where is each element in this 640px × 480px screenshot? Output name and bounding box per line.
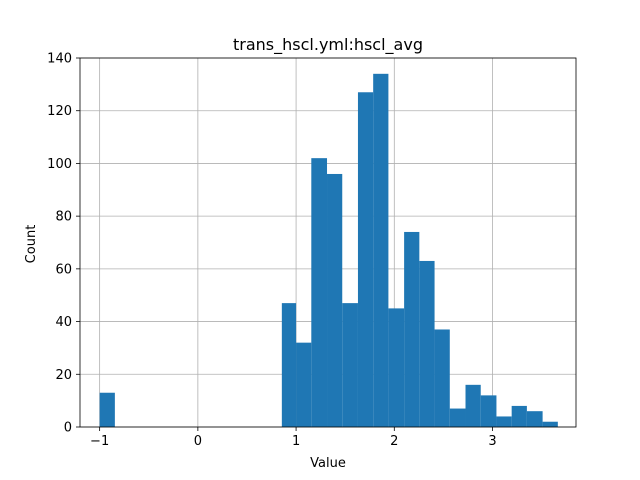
histogram-bar (281, 303, 297, 427)
histogram-bar (311, 158, 328, 427)
y-tick-label: 140 (47, 52, 72, 67)
histogram-bar (357, 92, 374, 427)
y-tick-label: 0 (64, 421, 72, 436)
histogram-bar (542, 421, 558, 427)
y-tick-label: 60 (55, 262, 72, 277)
histogram-bar (496, 416, 512, 427)
axes (79, 57, 577, 428)
histogram-bar (526, 411, 543, 427)
y-axis-label: Count (24, 225, 39, 264)
y-tick-label: 100 (47, 157, 72, 172)
histogram-bar (434, 329, 450, 427)
x-ticks: −1 0 1 2 3 (90, 427, 497, 449)
x-tick-label: 2 (390, 434, 398, 449)
y-ticks: 0 20 40 60 80 100 120 140 (47, 52, 80, 436)
y-tick-label: 40 (55, 315, 72, 330)
histogram-bar (373, 73, 389, 428)
histogram-bar (296, 342, 312, 427)
histogram-bar (480, 395, 497, 427)
plot-frame (79, 57, 577, 428)
y-tick-label: 80 (55, 210, 72, 225)
chart-title: trans_hscl.yml:hscl_avg (233, 35, 423, 55)
x-tick-label: 1 (292, 434, 300, 449)
histogram-bar (404, 231, 420, 427)
histogram-bar (327, 173, 343, 427)
histogram-bar (449, 408, 466, 427)
histogram-bar (388, 308, 405, 427)
histogram-bar (99, 392, 115, 427)
histogram-bar (342, 303, 358, 427)
bars (99, 73, 558, 428)
y-tick-label: 120 (47, 104, 72, 119)
x-axis-label: Value (310, 456, 346, 471)
x-tick-label: 3 (488, 434, 496, 449)
x-tick-label: −1 (90, 434, 109, 449)
x-tick-label: 0 (194, 434, 202, 449)
y-tick-label: 20 (55, 368, 72, 383)
histogram-bar (465, 384, 481, 427)
histogram-bar (419, 260, 435, 427)
histogram-bar (511, 405, 527, 427)
